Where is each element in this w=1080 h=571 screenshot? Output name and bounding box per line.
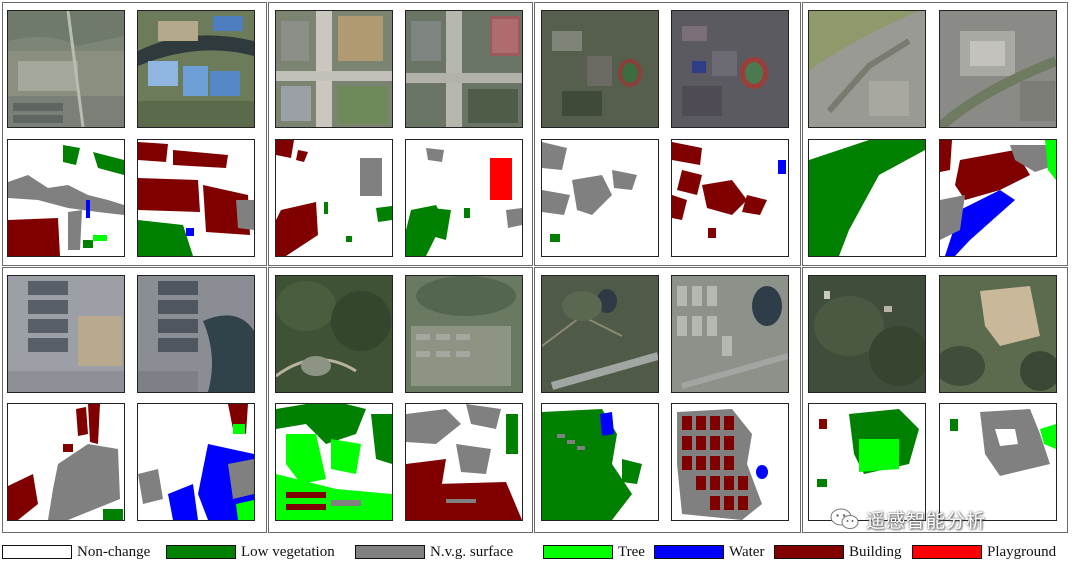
image-t1-sample-6 [275,275,393,393]
watermark: 遥感智能分析 [830,506,986,532]
legend-swatch-low-vegetation [166,545,236,559]
legend-item-water: Water [654,543,764,561]
label-t2-sample-5 [137,403,255,521]
image-t1-sample-1 [7,10,125,128]
label-t2-sample-6 [405,403,523,521]
legend-swatch-nvg-surface [355,545,425,559]
legend: Non-change Low vegetation N.v.g. surface… [0,539,1080,567]
legend-label-water: Water [729,543,765,560]
image-t1-sample-5 [7,275,125,393]
image-t2-sample-1 [137,10,255,128]
legend-label-playground: Playground [987,543,1057,560]
label-t1-sample-8 [808,403,926,521]
label-t2-sample-4 [939,139,1057,257]
legend-item-building: Building [774,543,902,561]
legend-swatch-playground [912,545,982,559]
image-t2-sample-6 [405,275,523,393]
legend-label-non-change: Non-change [77,543,151,560]
label-t1-sample-4 [808,139,926,257]
label-t2-sample-3 [671,139,789,257]
image-t1-sample-8 [808,275,926,393]
image-t2-sample-5 [137,275,255,393]
legend-item-tree: Tree [543,543,645,561]
label-t1-sample-5 [7,403,125,521]
image-t1-sample-3 [541,10,659,128]
label-t2-sample-1 [137,139,255,257]
legend-label-tree: Tree [618,543,645,560]
legend-swatch-tree [543,545,613,559]
image-t2-sample-3 [671,10,789,128]
legend-swatch-building [774,545,844,559]
legend-label-nvg-surface: N.v.g. surface [430,543,514,560]
label-t1-sample-1 [7,139,125,257]
label-t1-sample-2 [275,139,393,257]
label-t2-sample-2 [405,139,523,257]
legend-item-non-change: Non-change [2,543,150,561]
wechat-icon [830,508,859,529]
legend-label-building: Building [849,543,902,560]
image-t2-sample-8 [939,275,1057,393]
figure-grid: 遥感智能分析 [2,2,1068,533]
label-t1-sample-7 [541,403,659,521]
label-t2-sample-8 [939,403,1057,521]
image-t2-sample-7 [671,275,789,393]
legend-swatch-water [654,545,724,559]
legend-label-low-vegetation: Low vegetation [241,543,335,560]
image-t1-sample-2 [275,10,393,128]
image-t1-sample-7 [541,275,659,393]
image-t2-sample-2 [405,10,523,128]
label-t2-sample-7 [671,403,789,521]
image-t1-sample-4 [808,10,926,128]
legend-swatch-non-change [2,545,72,559]
image-t2-sample-4 [939,10,1057,128]
label-t1-sample-3 [541,139,659,257]
legend-item-nvg-surface: N.v.g. surface [355,543,513,561]
watermark-text: 遥感智能分析 [866,509,987,532]
legend-item-playground: Playground [912,543,1056,561]
label-t1-sample-6 [275,403,393,521]
legend-item-low-vegetation: Low vegetation [166,543,335,561]
